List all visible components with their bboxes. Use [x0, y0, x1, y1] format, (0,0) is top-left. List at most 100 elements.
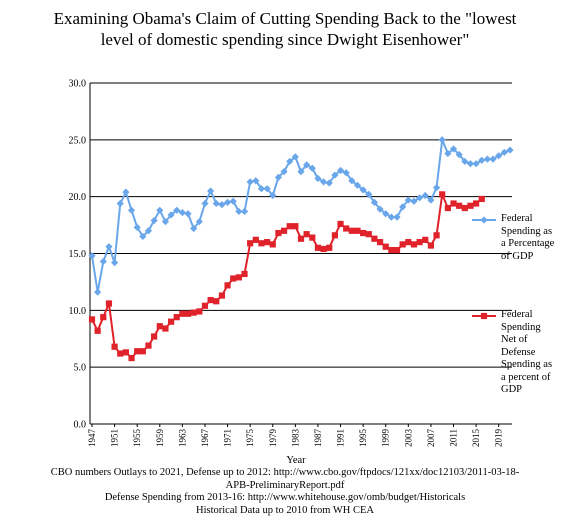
data-point [128, 354, 135, 362]
data-point [173, 206, 181, 214]
data-point [388, 246, 395, 254]
legend-marker-1 [480, 312, 488, 320]
data-point [309, 234, 316, 241]
data-point [444, 149, 452, 158]
data-point [212, 199, 220, 208]
data-point [449, 145, 458, 153]
source-notes: CBO numbers Outlays to 2021, Defense up … [0, 467, 570, 517]
y-tick-label: 30.0 [69, 79, 87, 90]
legend-entry-net-defense: Federal Spending Net of Defense Spending… [501, 309, 552, 397]
data-point [269, 241, 276, 248]
data-point [359, 186, 367, 194]
data-point [432, 183, 441, 192]
data-point [139, 232, 147, 241]
data-point [382, 210, 390, 218]
x-axis-label: Year [286, 455, 306, 466]
data-point [495, 152, 503, 160]
data-point [207, 187, 215, 195]
data-point [162, 325, 169, 332]
y-tick-label: 15.0 [69, 249, 87, 260]
data-point [455, 151, 463, 159]
data-point [427, 242, 435, 249]
data-point [145, 342, 152, 349]
data-point [466, 160, 475, 168]
data-point [184, 210, 192, 218]
data-point [336, 166, 345, 175]
x-tick-label: 1963 [177, 429, 187, 448]
y-tick-label: 10.0 [69, 306, 87, 317]
data-point [382, 243, 389, 250]
series-layer [88, 135, 514, 362]
data-point [444, 204, 451, 212]
data-point [331, 171, 339, 179]
data-point [433, 232, 440, 239]
data-point [320, 245, 327, 253]
x-tick-labels: 1947 1951 1955 1959 1963 1967 1971 1975 1979 1983… [87, 424, 504, 447]
x-tick-label: 1999 [381, 429, 391, 448]
legend-label-net-defense: Federal Spending Net of Defense Spending… [501, 309, 553, 395]
data-point [122, 349, 129, 356]
data-point [246, 178, 254, 186]
data-point [94, 327, 101, 334]
x-tick-label: 2007 [426, 429, 436, 448]
data-point [421, 191, 429, 200]
data-point [353, 181, 362, 189]
data-point [207, 297, 214, 304]
data-point [354, 227, 361, 234]
data-point [150, 216, 158, 225]
data-point [342, 169, 350, 177]
data-point [127, 206, 136, 214]
data-point [178, 208, 186, 217]
legend-marks [472, 216, 496, 320]
data-point [303, 231, 310, 238]
series-1 [88, 190, 485, 362]
y-tick-label: 25.0 [69, 135, 87, 146]
data-point [280, 227, 288, 234]
data-point [410, 241, 418, 248]
source-note-1: CBO numbers Outlays to 2021, Defense up … [50, 467, 520, 478]
source-note-4: Historical Data up to 2010 from WH CEA [196, 504, 374, 516]
data-point [461, 204, 468, 212]
data-point [190, 224, 198, 233]
data-point [360, 229, 367, 237]
data-point [88, 252, 96, 260]
data-point [478, 156, 486, 164]
data-point [258, 240, 265, 247]
data-point [286, 157, 294, 166]
data-point [376, 239, 384, 246]
data-point [105, 300, 113, 307]
data-point [416, 194, 424, 202]
y-tick-labels: 0.0 5.0 10.0 15.0 20.0 25.0 30.0 [69, 79, 87, 431]
x-tick-label: 2015 [471, 429, 481, 448]
legend-label-total-spending: Federal Spending as a Percentage of GDP [501, 213, 555, 262]
data-point [348, 227, 355, 234]
data-point [247, 240, 254, 247]
y-tick-label: 20.0 [69, 192, 87, 203]
data-point [393, 246, 401, 254]
data-point [196, 308, 203, 315]
data-point [439, 191, 446, 198]
data-point [105, 243, 113, 251]
data-point [201, 302, 209, 309]
y-tick-label: 5.0 [74, 363, 87, 374]
x-tick-label: 1979 [268, 429, 278, 448]
data-point [218, 201, 226, 209]
series-0 [88, 135, 514, 296]
data-point [167, 211, 175, 219]
data-point [297, 235, 305, 242]
data-point [461, 157, 469, 166]
data-point [134, 348, 141, 355]
data-point [427, 196, 435, 204]
data-point [438, 136, 446, 144]
data-point [371, 235, 378, 242]
data-point [241, 270, 248, 278]
data-point [422, 236, 429, 243]
data-point [292, 223, 299, 230]
data-point [314, 244, 322, 251]
data-point [387, 213, 395, 221]
data-point [179, 310, 186, 317]
data-point [325, 179, 333, 187]
data-point [483, 155, 492, 163]
x-tick-label: 1951 [110, 429, 120, 447]
